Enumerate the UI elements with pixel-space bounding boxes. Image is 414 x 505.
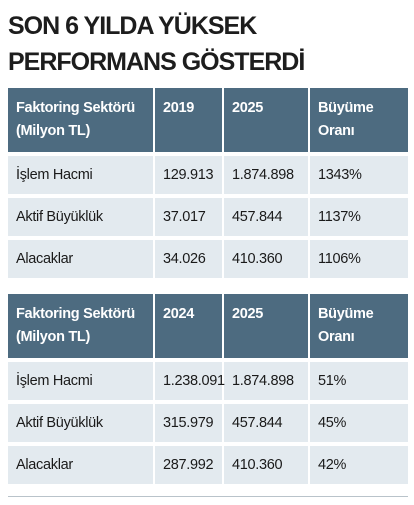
table: Faktoring Sektörü (Milyon TL) 2024 2025 Büy… [6,290,410,488]
table-cell: İşlem Hacmi [8,362,153,400]
header-cell: 2025 [224,88,308,152]
table-cell: 37.017 [155,198,222,236]
table-row: Alacaklar 287.992 410.360 42% [8,446,408,484]
table-cell: 287.992 [155,446,222,484]
table-cell: 1137% [310,198,408,236]
table-cell: 315.979 [155,404,222,442]
table-cell: 51% [310,362,408,400]
divider [8,496,408,497]
table-cell: Alacaklar [8,446,153,484]
table-cell: 42% [310,446,408,484]
table-cell: 34.026 [155,240,222,278]
table-cell: Alacaklar [8,240,153,278]
header-row: Faktoring Sektörü (Milyon TL) 2024 2025 Büy… [8,294,408,358]
header-cell: Büyüme Oranı [310,88,408,152]
header-cell: Büyüme Oranı [310,294,408,358]
table-cell: 410.360 [224,446,308,484]
header-cell: 2019 [155,88,222,152]
table: Faktoring Sektörü (Milyon TL) 2019 2025 Büy… [6,84,410,282]
header-cell: 2025 [224,294,308,358]
table-cell: 410.360 [224,240,308,278]
table-cell: 457.844 [224,404,308,442]
header-row: Faktoring Sektörü (Milyon TL) 2019 2025 Büy… [8,88,408,152]
header-cell: Faktoring Sektörü (Milyon TL) [8,88,153,152]
table-cell: İşlem Hacmi [8,156,153,194]
header-cell: Faktoring Sektörü (Milyon TL) [8,294,153,358]
table-cell: 1.874.898 [224,362,308,400]
headline: SON 6 YILDA YÜKSEK [8,12,257,40]
table-cell: 457.844 [224,198,308,236]
table-row: Alacaklar 34.026 410.360 1106% [8,240,408,278]
table-row: Aktif Büyüklük 37.017 457.844 1137% [8,198,408,236]
table-cell: 1343% [310,156,408,194]
table-cell: 1.238.091 [155,362,225,400]
headline: PERFORMANS GÖSTERDİ [8,48,305,76]
table-cell: 1106% [310,240,408,278]
table-row: İşlem Hacmi 129.913 1.874.898 1343% [8,156,408,194]
table-row: İşlem Hacmi 1.238.091 1.874.898 51% [8,362,408,400]
table-cell: Aktif Büyüklük [8,404,153,442]
header-cell: 2024 [155,294,222,358]
table-cell: 129.913 [155,156,222,194]
table-cell: 1.874.898 [224,156,308,194]
table-cell: Aktif Büyüklük [8,198,153,236]
table-row: Aktif Büyüklük 315.979 457.844 45% [8,404,408,442]
table-cell: 45% [310,404,408,442]
